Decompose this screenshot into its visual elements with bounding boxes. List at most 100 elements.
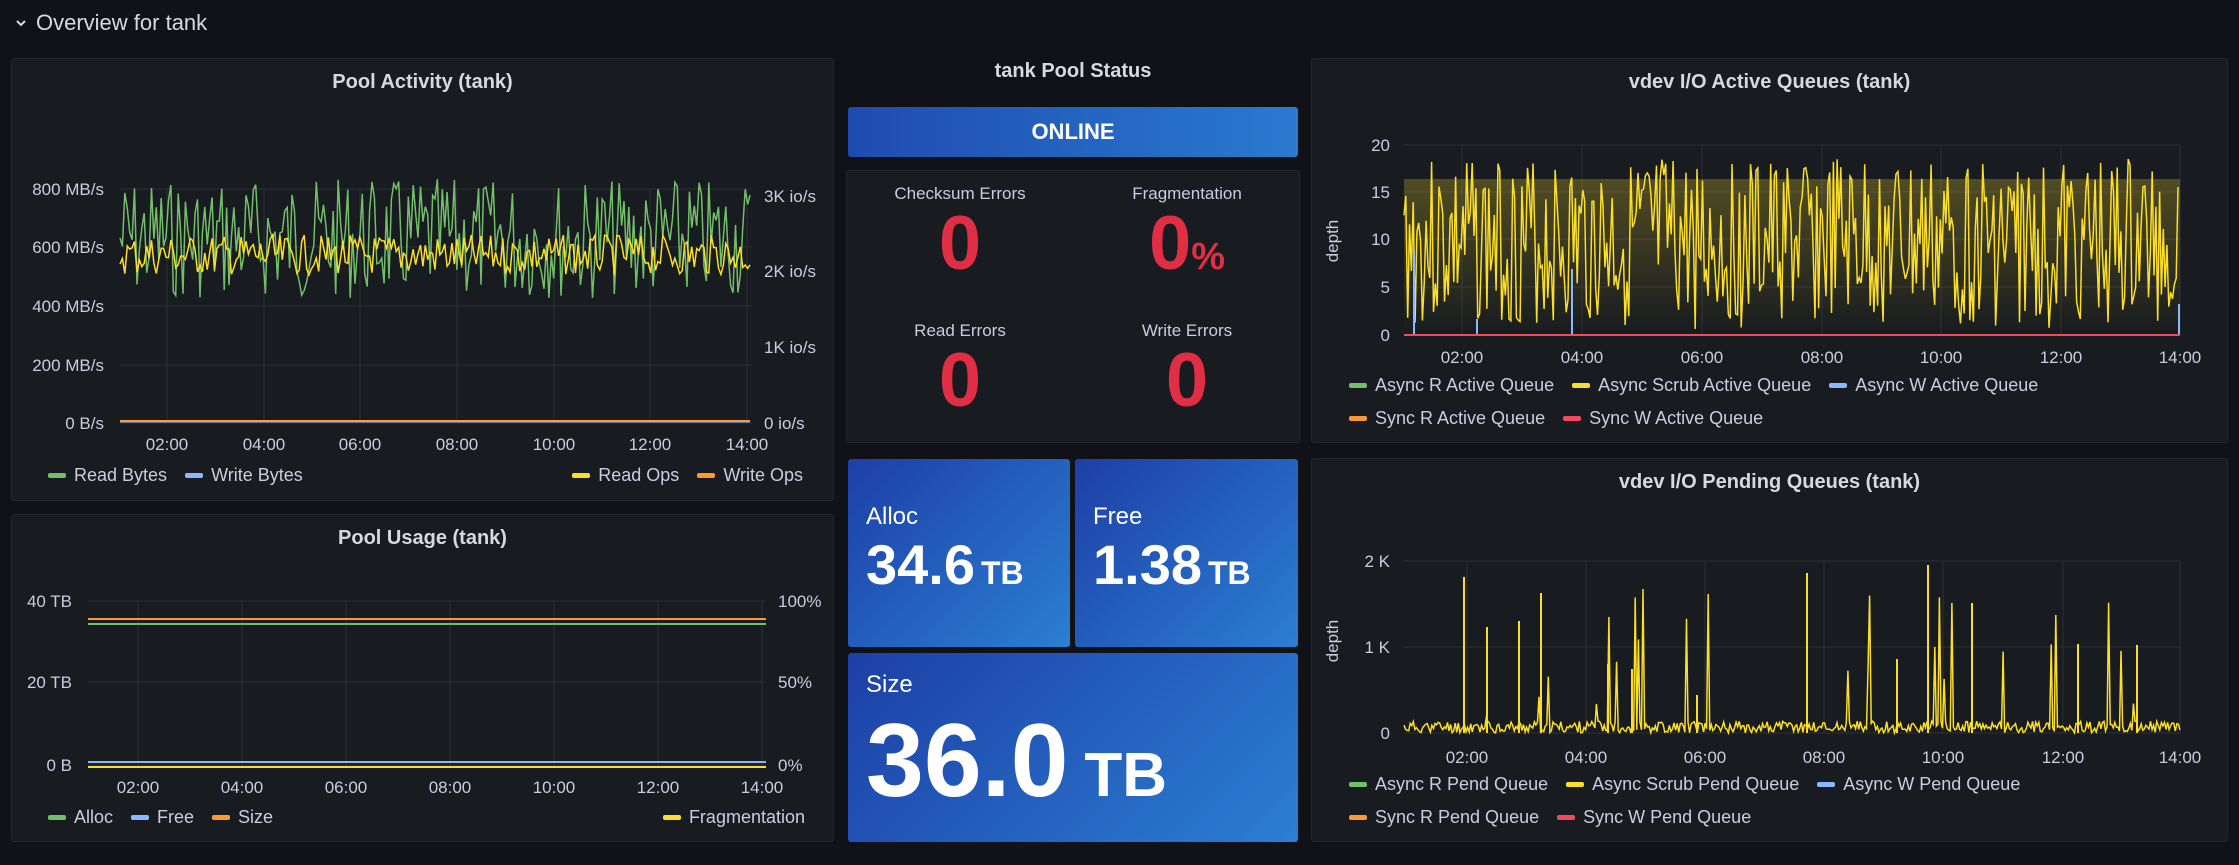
pending-queues-panel: vdev I/O Pending Queues (tank) 2 K 1 K 0 de… [1311, 458, 2228, 842]
legend-async-w-active[interactable]: Async W Active Queue [1829, 375, 2038, 396]
x-tick-label: 08:00 [429, 778, 472, 797]
legend-async-scrub-active[interactable]: Async Scrub Active Queue [1572, 375, 1811, 396]
x-tick-label: 02:00 [1441, 348, 1484, 367]
free-stat: Free 1.38 TB [1075, 459, 1298, 647]
y2-tick-label: 3K io/s [764, 187, 816, 206]
panel-title: vdev I/O Active Queues (tank) [1628, 71, 1911, 93]
row-title: Overview for tank [36, 10, 208, 35]
active-queues-chart: 20 15 10 5 0 depth 02:00 04:00 06:00 08:00 10:00 12… [1323, 136, 2202, 367]
x-tick-label: 06:00 [1681, 348, 1724, 367]
legend-row-2: Sync R Active Queue Sync W Active Queue [1349, 408, 1763, 429]
stat-value: 0% [1148, 201, 1226, 286]
legend-write-bytes[interactable]: Write Bytes [185, 465, 303, 486]
stat-value: 0 [1165, 338, 1209, 423]
stat-value: 36.0 TB [866, 703, 1168, 819]
stat-label: Checksum Errors [894, 184, 1026, 203]
pending-queues-chart: 2 K 1 K 0 depth 02:00 04:00 06:00 08:00 10:00 12:… [1323, 552, 2202, 767]
legend-async-r-pend[interactable]: Async R Pend Queue [1349, 774, 1548, 795]
async-scrub-pend-line [1403, 588, 2181, 736]
x-tick-label: 06:00 [325, 778, 368, 797]
legend-row-1: Async R Active Queue Async Scrub Active … [1349, 375, 2038, 396]
y-tick-label: 15 [1371, 183, 1390, 202]
pool-usage-panel: Pool Usage (tank) 40 TB 20 TB 0 B 100% 50% 0%… [11, 514, 834, 842]
row-header[interactable]: Overview for tank [14, 8, 207, 38]
fragmentation-stat: Fragmentation 0% [1087, 184, 1287, 284]
y-tick-label: 5 [1381, 278, 1390, 297]
stat-label: Alloc [866, 503, 919, 530]
x-tick-label: 10:00 [1920, 348, 1963, 367]
legend-async-scrub-pend[interactable]: Async Scrub Pend Queue [1566, 774, 1799, 795]
stat-label: Fragmentation [1132, 184, 1242, 203]
y-tick-label: 0 B/s [65, 414, 104, 433]
legend-free[interactable]: Free [131, 807, 194, 828]
status-value: ONLINE [1031, 119, 1115, 144]
legend-row-2: Sync R Pend Queue Sync W Pend Queue [1349, 807, 1751, 828]
legend-sync-w-pend[interactable]: Sync W Pend Queue [1557, 807, 1751, 828]
x-tick-label: 14:00 [726, 435, 769, 454]
x-tick-label: 04:00 [1565, 748, 1608, 767]
x-tick-label: 10:00 [1922, 748, 1965, 767]
pool-status-title: tank Pool Status [994, 60, 1152, 82]
legend-left: Read Bytes Write Bytes [48, 465, 303, 486]
y2-tick-label: 1K io/s [764, 338, 816, 357]
x-tick-label: 06:00 [339, 435, 382, 454]
checksum-errors-stat: Checksum Errors 0 [860, 184, 1060, 284]
write-errors-stat: Write Errors 0 [1087, 321, 1287, 421]
y-tick-label: 20 TB [27, 673, 72, 692]
panel-title: Pool Activity (tank) [332, 71, 513, 93]
y-tick-label: 10 [1371, 230, 1390, 249]
x-tick-label: 08:00 [436, 435, 479, 454]
stat-label: Free [1093, 503, 1143, 530]
legend-read-ops[interactable]: Read Ops [572, 465, 679, 486]
y2-tick-label: 0 io/s [764, 414, 805, 433]
legend-read-bytes[interactable]: Read Bytes [48, 465, 167, 486]
legend-async-r-active[interactable]: Async R Active Queue [1349, 375, 1554, 396]
pool-status-online: ONLINE [848, 107, 1298, 157]
panel-title: Pool Usage (tank) [338, 527, 507, 549]
size-stat: Size 36.0 TB [848, 653, 1298, 842]
active-queues-panel: vdev I/O Active Queues (tank) 20 15 10 5 0 de… [1311, 58, 2228, 443]
y-tick-label: 400 MB/s [32, 297, 104, 316]
stat-value: 34.6 TB [866, 533, 1024, 596]
legend-row-1: Async R Pend Queue Async Scrub Pend Queu… [1349, 774, 2020, 795]
y2-tick-label: 50% [778, 673, 812, 692]
x-tick-label: 14:00 [2159, 348, 2202, 367]
legend-async-w-pend[interactable]: Async W Pend Queue [1817, 774, 2020, 795]
read-errors-stat: Read Errors 0 [860, 321, 1060, 421]
legend-size[interactable]: Size [212, 807, 273, 828]
stat-label: Read Errors [914, 321, 1006, 340]
pool-activity-chart: 800 MB/s 600 MB/s 400 MB/s 200 MB/s 0 B/s 3K … [32, 179, 816, 454]
legend-write-ops[interactable]: Write Ops [697, 465, 803, 486]
y-tick-label: 0 [1381, 724, 1390, 743]
y2-tick-label: 100% [778, 592, 821, 611]
stat-value: 0 [938, 201, 982, 286]
y-tick-label: 600 MB/s [32, 238, 104, 257]
legend-sync-r-pend[interactable]: Sync R Pend Queue [1349, 807, 1539, 828]
legend-sync-w-active[interactable]: Sync W Active Queue [1563, 408, 1763, 429]
legend-right: Fragmentation [662, 807, 805, 828]
legend-sync-r-active[interactable]: Sync R Active Queue [1349, 408, 1545, 429]
x-tick-label: 14:00 [2159, 748, 2202, 767]
legend-fragmentation[interactable]: Fragmentation [662, 807, 805, 828]
x-tick-label: 12:00 [2040, 348, 2083, 367]
stat-value: 0 [938, 338, 982, 423]
pool-activity-panel: Pool Activity (tank) 800 MB/s 600 MB/s 400… [11, 58, 834, 501]
stat-label: Size [866, 671, 913, 698]
x-tick-label: 12:00 [637, 778, 680, 797]
x-tick-label: 06:00 [1684, 748, 1727, 767]
y-tick-label: 800 MB/s [32, 180, 104, 199]
legend-left: Alloc Free Size [48, 807, 273, 828]
panel-title: vdev I/O Pending Queues (tank) [1618, 471, 1921, 493]
y-tick-label: 20 [1371, 136, 1390, 155]
x-tick-label: 12:00 [629, 435, 672, 454]
legend-alloc[interactable]: Alloc [48, 807, 113, 828]
y-tick-label: 40 TB [27, 592, 72, 611]
stat-value: 1.38 TB [1093, 533, 1251, 596]
x-tick-label: 04:00 [221, 778, 264, 797]
async-scrub-active-line [1403, 158, 2179, 330]
read-bytes-line [119, 179, 751, 298]
y2-tick-label: 2K io/s [764, 262, 816, 281]
y-axis-label: depth [1323, 620, 1342, 663]
x-tick-label: 02:00 [146, 435, 189, 454]
y-tick-label: 1 K [1364, 638, 1390, 657]
